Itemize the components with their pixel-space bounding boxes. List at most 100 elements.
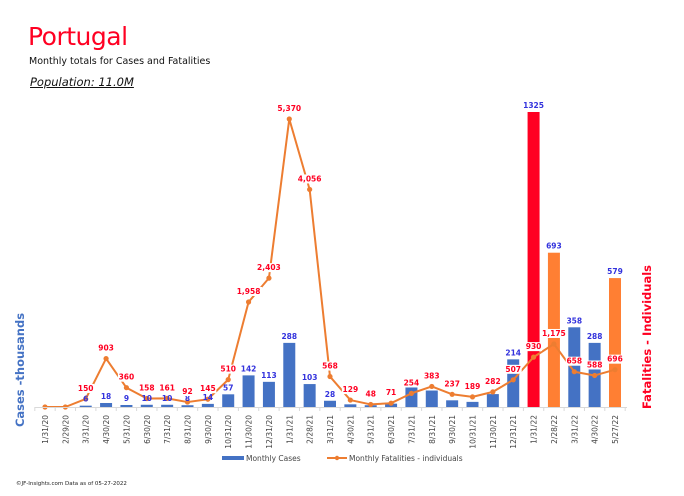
bar-cases-7-31-21 xyxy=(405,387,418,407)
fatality-label-bg xyxy=(138,383,156,393)
fatality-data-label: 189 xyxy=(465,382,481,391)
case-data-label: 142 xyxy=(241,364,257,373)
fatality-data-label: 5,370 xyxy=(277,104,301,113)
fatality-label-bg xyxy=(565,356,583,366)
case-data-label: 14 xyxy=(203,393,213,402)
fatality-label-bg xyxy=(423,371,441,381)
fatality-label-bg xyxy=(235,286,263,296)
fatality-data-label: 930 xyxy=(526,342,542,351)
fatality-label-bg xyxy=(275,104,303,113)
fatality-point-8-31-20 xyxy=(184,399,191,405)
fatality-label-bg xyxy=(484,376,502,386)
bar-cases-1-31-22 xyxy=(527,112,540,407)
fatality-data-label: 129 xyxy=(343,385,359,394)
fatality-point-1-31-21 xyxy=(286,116,292,122)
bar-cases-3-31-21 xyxy=(324,400,336,407)
y-axis-label-left: Cases -thousands xyxy=(13,313,27,427)
fatality-data-label: 507 xyxy=(505,365,521,374)
fatality-data-label: 158 xyxy=(139,384,155,393)
x-tick-label: 10/31/21 xyxy=(469,415,478,449)
fatality-point-10-31-20 xyxy=(225,377,231,383)
bar-cases-9-30-21 xyxy=(446,400,459,407)
case-data-label: 8 xyxy=(185,394,190,403)
case-data-label: 28 xyxy=(325,390,335,399)
fatality-label-bg xyxy=(77,383,95,393)
bar-cases-8-31-20 xyxy=(181,405,194,407)
fatality-data-label: 150 xyxy=(78,384,94,393)
fatality-data-label: 254 xyxy=(404,378,420,387)
fatality-data-label: 1,958 xyxy=(237,287,261,296)
fatality-data-label: 48 xyxy=(365,389,375,398)
bar-cases-9-30-20 xyxy=(201,403,214,407)
x-tick-label: 12/31/21 xyxy=(509,415,518,449)
case-data-label: 288 xyxy=(587,332,603,341)
x-tick-label: 3/31/22 xyxy=(570,415,579,444)
bar-cases-2-28-21 xyxy=(303,384,316,407)
fatality-point-6-30-21 xyxy=(388,400,394,406)
chart-subtitle: Monthly totals for Cases and Fatalities xyxy=(29,56,211,67)
x-tick-label: 4/30/22 xyxy=(591,415,600,444)
fatality-data-label: 696 xyxy=(607,355,623,364)
fatality-label-bg xyxy=(341,385,359,395)
fatality-point-3-31-20 xyxy=(83,396,89,402)
fatality-data-label: 658 xyxy=(566,357,582,366)
x-tick-label: 11/30/21 xyxy=(489,415,498,449)
legend-label-fatalities: Monthly Fatalities - individuals xyxy=(349,454,463,463)
population-label: Population: 11.0M xyxy=(30,75,134,89)
x-tick-label: 7/31/20 xyxy=(163,415,172,444)
fatality-point-3-31-22 xyxy=(571,369,577,375)
fatality-label-bg xyxy=(181,387,194,397)
fatality-label-bg xyxy=(296,174,324,184)
x-tick-label: 3/31/20 xyxy=(82,415,91,444)
legend-swatch-cases xyxy=(222,456,244,460)
fatality-point-4-30-21 xyxy=(347,397,353,403)
case-data-label: 113 xyxy=(261,371,277,380)
fatality-point-5-31-20 xyxy=(123,385,130,391)
fatality-label-bg xyxy=(402,378,420,388)
bar-cases-10-31-20 xyxy=(222,394,235,407)
x-axis: 1/31/20 2/29/20 3/31/20 4/30/20 5/31/20 6/30/… xyxy=(34,407,627,449)
fatality-point-7-31-20 xyxy=(164,395,170,401)
fatality-point-2-28-21 xyxy=(307,186,313,193)
bar-cases-7-31-20 xyxy=(161,404,174,407)
fatality-point-8-31-21 xyxy=(429,383,435,390)
fatality-point-6-30-20 xyxy=(144,395,150,402)
bar-cases-6-30-20 xyxy=(140,404,153,407)
fatality-point-12-31-20 xyxy=(266,275,272,281)
x-tick-label: 2/28/22 xyxy=(550,415,559,444)
legend-marker-fatalities xyxy=(334,455,340,461)
x-tick-label: 7/31/21 xyxy=(407,415,416,444)
x-tick-label: 9/30/20 xyxy=(204,415,213,444)
case-data-label: 6 xyxy=(83,395,88,404)
fatality-point-11-30-21 xyxy=(490,389,496,395)
bar-cases-12-31-20 xyxy=(262,381,275,407)
fatality-label-bg xyxy=(464,381,481,391)
x-tick-label: 4/30/21 xyxy=(346,415,355,444)
fatality-label-bg xyxy=(443,379,461,389)
case-data-label: 288 xyxy=(281,332,297,341)
cases-bars xyxy=(79,112,621,407)
x-tick-label: 5/31/20 xyxy=(122,415,131,444)
fatality-data-label: 71 xyxy=(386,388,396,397)
case-data-label: 1325 xyxy=(523,101,544,110)
x-tick-label: 8/31/20 xyxy=(184,415,193,444)
fatality-label-bg xyxy=(385,388,398,398)
x-tick-label: 9/30/21 xyxy=(448,415,457,444)
case-data-label: 10 xyxy=(162,394,172,403)
chart-title: Portugal xyxy=(28,22,128,51)
bar-cases-3-31-20 xyxy=(79,405,92,407)
fatality-label-bg xyxy=(364,389,377,399)
fatality-label-bg xyxy=(540,328,568,338)
fatality-data-label: 92 xyxy=(182,387,192,396)
fatality-label-bg xyxy=(117,372,135,382)
bar-cases-1-31-21 xyxy=(283,342,296,407)
case-data-label: 579 xyxy=(607,267,623,276)
x-tick-label: 2/28/21 xyxy=(306,415,315,444)
x-tick-label: 5/31/21 xyxy=(367,415,376,444)
fatality-data-label: 1,175 xyxy=(542,329,566,338)
bar-cases-5-27-22 xyxy=(609,278,621,407)
legend-label-cases: Monthly Cases xyxy=(246,454,301,463)
footer-credit: ©JF-Insights.com Data as of 05-27-2022 xyxy=(16,481,127,487)
y-axis-label-right: Fatalities - Individuals xyxy=(640,265,654,409)
